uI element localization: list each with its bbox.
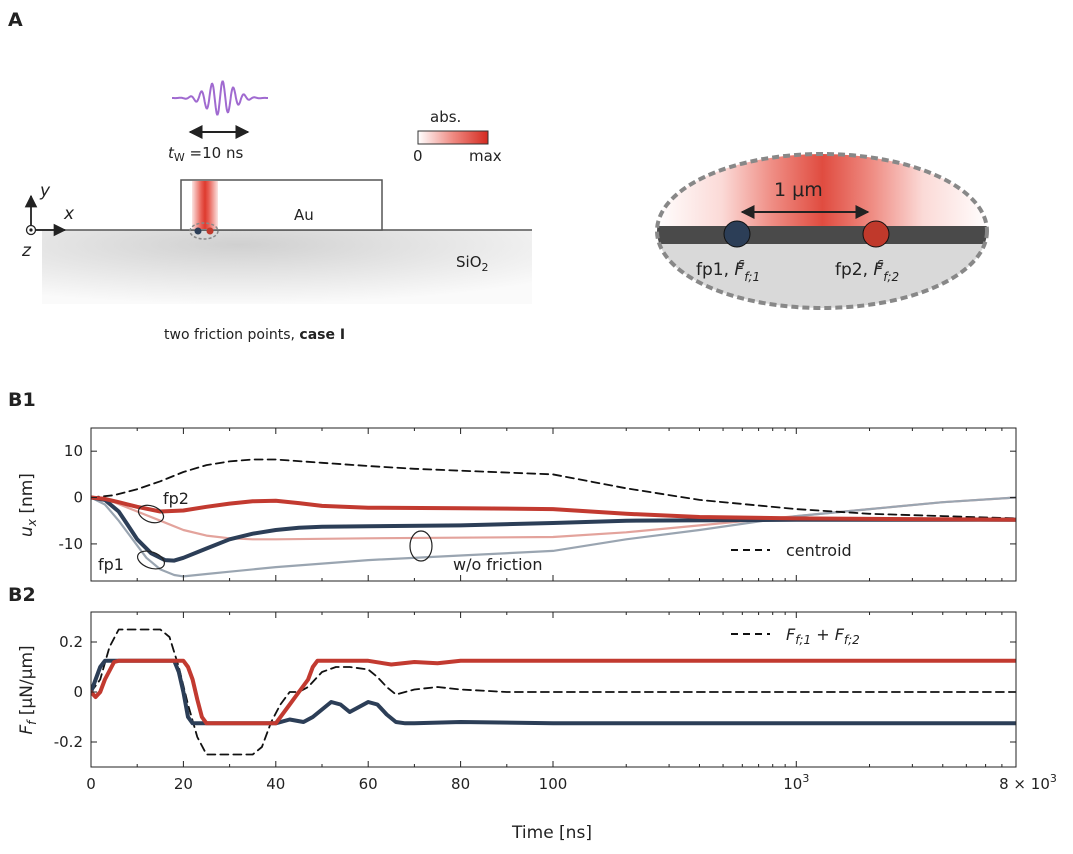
sio2-substrate	[42, 230, 532, 304]
colorbar	[417, 130, 489, 145]
schematic-caption: two friction points, case I	[164, 327, 345, 343]
b2-ylabel: Ff [μN/μm]	[17, 645, 39, 734]
fp2-callout-ring	[137, 504, 165, 524]
substrate-label: SiO2	[456, 253, 489, 274]
panel-label-a: A	[8, 9, 23, 31]
xtick-label: 60	[359, 775, 378, 793]
series-centroid	[91, 458, 1016, 520]
series-fp2	[91, 495, 1016, 522]
xtick-end-exponent: 3	[1050, 772, 1057, 785]
xtick-exponent: 3	[802, 772, 809, 785]
series-f-f-1-f-f-2	[91, 628, 1016, 756]
xtick-label: 100	[539, 775, 568, 793]
ytick-label: -0.2	[54, 733, 83, 751]
fp1-dot	[194, 227, 202, 235]
nofriction-annotation: w/o friction	[453, 555, 542, 574]
gold-label: Au	[294, 206, 314, 224]
series-fp1	[91, 495, 1016, 563]
nofriction-callout-ring	[409, 530, 433, 562]
colorbar-title: abs.	[430, 108, 461, 126]
inset-outline	[655, 152, 989, 310]
fp1-callout-ring	[136, 550, 166, 570]
colorbar-min: 0	[413, 147, 423, 165]
chart-b2: 0.2 0 -0.2 0 20 40 60 80 100 103 8 × 103	[54, 611, 1057, 793]
ytick-label: 0.2	[59, 633, 83, 651]
series-f-f-2	[91, 658, 1016, 726]
b1-ylabel: ux [nm]	[17, 473, 39, 537]
xtick-label: 20	[174, 775, 193, 793]
b1-annotations: fp2 fp1 w/o friction centroid	[98, 489, 852, 574]
axis-x-label: x	[63, 204, 75, 224]
laser-pulse-icon	[172, 80, 268, 116]
inset-fp1-dot	[723, 220, 751, 248]
b2-legend-entry: Ff;1 + Ff;2	[786, 625, 860, 647]
colorbar-max: max	[469, 147, 502, 165]
fp2-dot	[206, 227, 214, 235]
xtick-end-label: 8 × 103	[999, 772, 1057, 793]
ytick-label: 0	[73, 683, 83, 701]
inset-interface	[657, 226, 987, 244]
inset-fp2-label: fp2, Ff;2s	[835, 256, 899, 284]
b2-legend: Ff;1 + Ff;2	[731, 625, 860, 647]
axes-frame	[90, 611, 1017, 768]
scale-label: 1 μm	[774, 179, 823, 201]
x-axis-title: Time [ns]	[511, 823, 592, 843]
schematic-device: Au SiO2 y x z tW =10 ns abs. 0 max two f…	[21, 80, 532, 343]
xtick-label: 103	[783, 772, 809, 793]
b1-legend-centroid: centroid	[786, 541, 852, 560]
plot-area	[91, 628, 1016, 756]
laser-beam-spot	[192, 181, 218, 229]
pulse-width-label: tW =10 ns	[168, 144, 243, 164]
axis-z-label: z	[21, 241, 32, 261]
axis-y-label: y	[39, 181, 51, 201]
ytick-label: -10	[59, 535, 84, 553]
panel-label-b2: B2	[8, 584, 36, 606]
xtick-label: 80	[451, 775, 470, 793]
inset-fp2-dot	[862, 220, 890, 248]
fp1-annotation: fp1	[98, 555, 124, 574]
inset-fp1-label: fp1, Ff;1s	[696, 256, 760, 284]
ytick-label: 0	[73, 489, 83, 507]
xtick-label: 0	[86, 775, 96, 793]
coordinate-axes-icon: y x z	[21, 181, 75, 261]
chart-b1: 10 0 -10	[59, 427, 1017, 582]
ytick-label: 10	[64, 442, 83, 460]
inset-zoom: 1 μm fp1, Ff;1s fp2, Ff;2s	[655, 152, 989, 310]
plot-area	[91, 458, 1016, 578]
panel-label-b1: B1	[8, 389, 36, 411]
xtick-label: 40	[266, 775, 285, 793]
contact-region-marker	[189, 222, 219, 240]
fp2-annotation: fp2	[163, 489, 189, 508]
